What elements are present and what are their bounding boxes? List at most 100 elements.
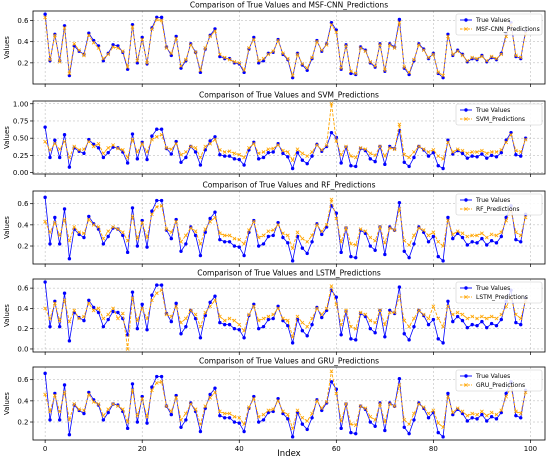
prediction-point bbox=[276, 306, 280, 311]
prediction-point bbox=[91, 400, 96, 404]
true-value-point bbox=[339, 426, 343, 431]
prediction-point bbox=[251, 37, 256, 42]
prediction-point bbox=[67, 418, 72, 422]
legend-swatch-marker bbox=[464, 295, 468, 299]
true-value-point bbox=[349, 337, 353, 341]
prediction-point bbox=[310, 316, 314, 321]
prediction-point bbox=[339, 66, 344, 71]
true-value-point bbox=[87, 298, 91, 302]
true-value-point bbox=[320, 232, 324, 237]
true-value-point bbox=[150, 209, 154, 213]
prediction-point bbox=[86, 33, 91, 38]
true-value-point bbox=[145, 245, 149, 249]
prediction-point bbox=[494, 233, 499, 238]
prediction-point bbox=[91, 308, 96, 313]
prediction-point bbox=[441, 324, 445, 329]
legend: True Values RF_Predictions bbox=[455, 193, 543, 216]
prediction-point bbox=[169, 314, 174, 319]
prediction-point bbox=[77, 230, 81, 235]
true-value-point bbox=[271, 50, 275, 54]
true-value-point bbox=[354, 338, 358, 342]
prediction-point bbox=[446, 394, 450, 399]
prediction-point bbox=[363, 229, 368, 234]
prediction-point bbox=[276, 222, 280, 227]
prediction-point bbox=[217, 409, 222, 414]
prediction-point bbox=[82, 147, 86, 152]
prediction-point bbox=[106, 312, 111, 317]
prediction-point bbox=[465, 316, 470, 321]
true-value-point bbox=[125, 250, 130, 255]
true-value-point bbox=[43, 371, 47, 376]
prediction-point bbox=[179, 320, 183, 325]
prediction-point bbox=[455, 406, 460, 411]
true-value-point bbox=[227, 240, 232, 244]
y-tick-label: 1.00 bbox=[13, 100, 29, 108]
prediction-point bbox=[426, 233, 431, 238]
prediction-point bbox=[450, 232, 455, 237]
true-value-point bbox=[485, 60, 489, 64]
true-value-point bbox=[53, 138, 57, 142]
prediction-point bbox=[426, 316, 431, 321]
prediction-point bbox=[460, 409, 465, 414]
true-value-point bbox=[198, 253, 203, 258]
prediction-point bbox=[358, 46, 363, 50]
prediction-point bbox=[295, 314, 300, 319]
prediction-point bbox=[247, 145, 251, 150]
true-value-point bbox=[310, 322, 314, 327]
prediction-point bbox=[373, 153, 378, 158]
prediction-point bbox=[465, 413, 470, 418]
y-tick-label: 0.0 bbox=[17, 345, 28, 353]
true-value-point bbox=[208, 139, 212, 143]
prediction-point bbox=[285, 233, 290, 238]
prediction-point bbox=[489, 410, 494, 415]
prediction-point bbox=[441, 156, 445, 161]
prediction-point bbox=[300, 415, 305, 420]
prediction-point bbox=[358, 310, 363, 315]
true-value-point bbox=[101, 242, 106, 246]
prediction-point bbox=[382, 240, 387, 245]
prediction-point bbox=[116, 146, 120, 151]
true-value-point bbox=[193, 150, 198, 154]
true-value-point bbox=[397, 376, 402, 381]
prediction-point bbox=[402, 65, 407, 69]
y-axis-label: Values bbox=[3, 36, 11, 59]
true-value-point bbox=[417, 401, 421, 405]
prediction-series bbox=[43, 369, 528, 431]
prediction-point bbox=[82, 53, 86, 58]
prediction-point bbox=[217, 231, 222, 236]
true-value-point bbox=[237, 245, 241, 249]
true-value-point bbox=[261, 418, 266, 422]
true-value-point bbox=[159, 127, 164, 131]
prediction-point bbox=[475, 56, 479, 61]
prediction-point bbox=[52, 301, 57, 306]
true-value-point bbox=[106, 410, 110, 415]
prediction-point bbox=[174, 36, 179, 41]
true-value-point bbox=[266, 51, 271, 56]
true-value-point bbox=[266, 317, 271, 322]
prediction-point bbox=[203, 46, 208, 50]
prediction-point bbox=[91, 144, 96, 149]
prediction-point bbox=[101, 56, 106, 61]
y-tick-label: 0.2 bbox=[17, 59, 28, 67]
prediction-point bbox=[203, 227, 208, 231]
prediction-point bbox=[378, 308, 382, 313]
prediction-point bbox=[470, 411, 475, 416]
true-value-point bbox=[465, 60, 470, 64]
prediction-point bbox=[227, 233, 232, 238]
true-value-point bbox=[519, 322, 523, 327]
prediction-point bbox=[499, 52, 504, 57]
prediction-line bbox=[44, 103, 527, 162]
prediction-point bbox=[159, 203, 164, 208]
true-value-point bbox=[145, 157, 149, 162]
true-value-point bbox=[460, 151, 465, 156]
prediction-point bbox=[116, 404, 120, 409]
legend: True Values SVM_Predictions bbox=[455, 103, 543, 126]
prediction-point bbox=[310, 233, 314, 238]
prediction-point bbox=[484, 235, 489, 240]
prediction-point bbox=[290, 158, 295, 163]
prediction-point bbox=[222, 55, 227, 60]
prediction-point bbox=[237, 237, 242, 242]
true-value-point bbox=[290, 259, 295, 263]
prediction-point bbox=[373, 418, 378, 422]
